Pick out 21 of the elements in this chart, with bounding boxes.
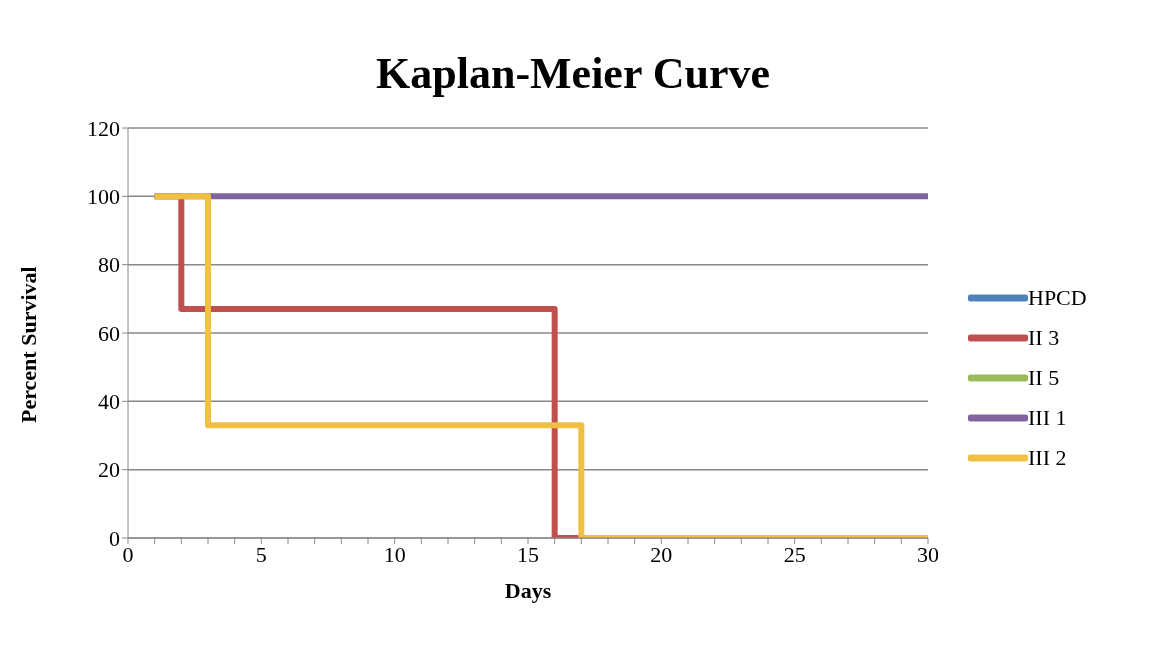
x-tick-label: 25 (783, 541, 806, 567)
legend-label: III 2 (1028, 445, 1067, 471)
x-tick-label: 5 (255, 541, 267, 567)
legend-label: II 5 (1028, 365, 1060, 391)
y-tick-label: 80 (98, 252, 120, 278)
x-tick-label: 20 (650, 541, 673, 567)
legend-label: HPCD (1028, 285, 1087, 311)
y-tick-label: 40 (98, 389, 120, 415)
x-tick-label: 10 (383, 541, 406, 567)
y-axis-title: Percent Survival (15, 266, 41, 423)
y-tick-label: 120 (87, 115, 120, 141)
y-tick-label: 20 (98, 457, 120, 483)
y-tick-label: 100 (87, 184, 120, 210)
legend-label: II 3 (1028, 325, 1060, 351)
chart-title: Kaplan-Meier Curve (376, 49, 770, 98)
x-axis-title: Days (504, 578, 552, 603)
x-tick-label: 30 (917, 541, 939, 567)
y-tick-label: 60 (98, 320, 120, 346)
x-tick-label: 15 (517, 541, 539, 567)
y-tick-label: 0 (109, 525, 120, 551)
legend-label: III 1 (1028, 405, 1067, 431)
